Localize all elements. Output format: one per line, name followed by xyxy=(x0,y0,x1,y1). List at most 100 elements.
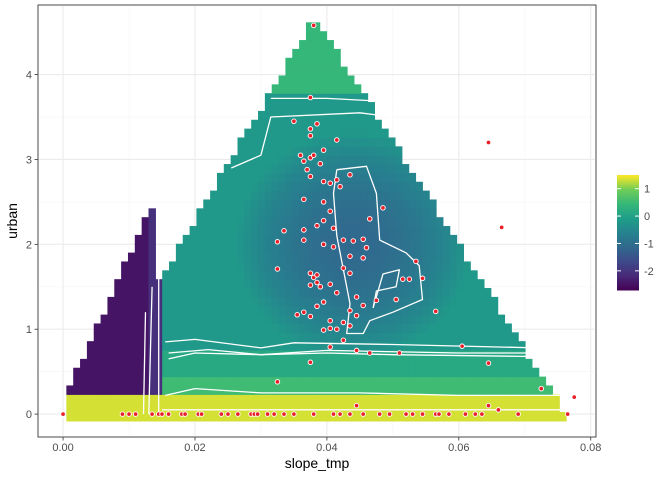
heat-tile xyxy=(285,164,293,174)
heat-tile xyxy=(148,385,156,395)
heat-tile xyxy=(223,270,232,280)
heat-tile xyxy=(134,252,143,263)
heat-tile xyxy=(394,305,403,316)
heat-tile xyxy=(189,350,198,360)
heat-tile xyxy=(216,350,225,360)
heat-tile xyxy=(230,164,239,174)
data-point xyxy=(320,178,327,185)
heat-tile xyxy=(511,341,519,351)
heat-tile xyxy=(477,341,485,351)
heat-tile xyxy=(210,199,218,209)
x-tick-label: 0.02 xyxy=(184,442,205,454)
heat-tile xyxy=(278,332,287,342)
heat-tile xyxy=(169,296,177,307)
heat-tile xyxy=(100,403,109,413)
heat-tile xyxy=(326,57,334,68)
heat-tile xyxy=(319,305,328,316)
heat-tile xyxy=(340,75,348,85)
heat-tile xyxy=(401,279,410,289)
heat-tile xyxy=(312,66,321,77)
heat-tile xyxy=(312,57,321,68)
data-point xyxy=(436,411,442,417)
heat-tile xyxy=(189,323,198,333)
heat-tile xyxy=(470,367,478,378)
heat-tile xyxy=(415,190,423,201)
heat-tile xyxy=(203,394,211,404)
legend-color-step xyxy=(617,240,639,243)
heat-tile xyxy=(415,217,423,227)
heat-tile xyxy=(251,226,259,236)
heat-tile xyxy=(230,296,239,307)
heat-tile xyxy=(271,128,280,139)
heat-tile xyxy=(326,110,334,121)
heat-tile xyxy=(442,252,451,263)
heat-tile xyxy=(442,226,451,236)
data-point xyxy=(515,411,521,417)
heat-tile xyxy=(216,208,225,218)
heat-tile xyxy=(326,102,334,112)
heat-tile xyxy=(169,367,177,378)
data-point xyxy=(159,411,165,417)
heat-tile xyxy=(381,199,389,209)
heat-tile xyxy=(374,234,382,245)
heat-tile xyxy=(203,358,211,369)
heat-tile xyxy=(223,172,232,183)
heat-tile xyxy=(203,314,211,325)
heat-tile xyxy=(264,199,273,209)
heat-tile xyxy=(436,243,444,254)
heat-tile xyxy=(490,332,499,342)
heat-tile xyxy=(470,376,478,387)
heat-tile xyxy=(353,296,362,307)
heat-tile xyxy=(388,270,396,280)
heat-tile xyxy=(305,367,314,378)
heat-tile xyxy=(127,394,136,404)
heat-tile xyxy=(477,367,485,378)
heat-tile xyxy=(394,181,403,192)
heat-tile xyxy=(319,332,328,342)
data-point xyxy=(479,411,485,417)
heat-tile xyxy=(436,305,444,316)
legend-tick-label: -2 xyxy=(644,266,654,278)
heat-tile xyxy=(388,261,396,271)
heat-tile xyxy=(127,323,136,333)
heat-tile xyxy=(203,376,211,387)
heat-tile xyxy=(278,288,287,298)
heat-tile xyxy=(353,412,362,422)
heat-tile xyxy=(134,288,143,298)
heat-tile xyxy=(415,358,423,369)
heat-tile xyxy=(429,217,437,227)
data-point xyxy=(347,411,353,417)
heat-tile xyxy=(100,358,109,369)
heat-tile xyxy=(442,332,451,342)
data-point xyxy=(386,411,393,417)
heat-tile xyxy=(367,252,376,263)
heat-tile xyxy=(436,376,444,387)
heat-tile xyxy=(285,199,293,209)
heat-tile xyxy=(374,323,382,333)
heat-tile xyxy=(141,350,150,360)
heat-tile xyxy=(429,279,437,289)
heat-tile xyxy=(442,367,451,378)
data-point xyxy=(337,183,343,190)
heat-tile xyxy=(436,288,444,298)
heat-tile xyxy=(182,296,191,307)
heat-tile xyxy=(497,403,506,413)
heat-tile xyxy=(518,385,526,395)
heat-tile xyxy=(422,323,430,333)
data-point xyxy=(291,118,297,125)
heat-tile xyxy=(278,234,287,245)
heat-tile xyxy=(374,119,382,130)
heat-tile xyxy=(347,93,355,103)
x-tick-label: 0.00 xyxy=(52,442,73,454)
heat-tile xyxy=(305,75,314,85)
heat-tile xyxy=(264,234,273,245)
heat-tile xyxy=(367,358,376,369)
heat-tile xyxy=(285,367,293,378)
heat-tile xyxy=(360,332,369,342)
heat-tile xyxy=(367,146,376,156)
heat-tile xyxy=(285,146,293,156)
heat-tile xyxy=(114,376,122,387)
heat-tile xyxy=(429,226,437,236)
heat-tile xyxy=(299,199,307,209)
heat-tile xyxy=(271,199,280,209)
